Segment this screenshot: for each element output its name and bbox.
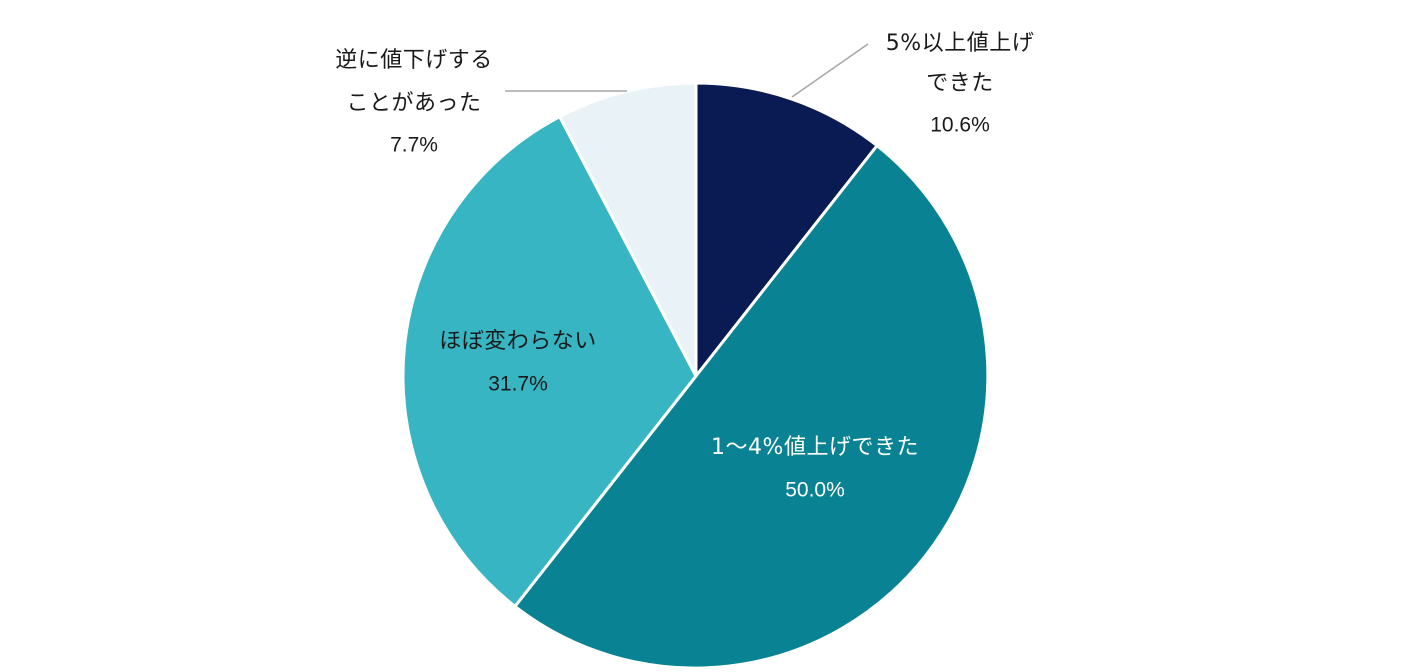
slice-label-1-line-1: 5%以上値上げ (886, 31, 1034, 56)
slice-value-4: 7.7% (390, 134, 438, 157)
slice-label-3-line-1: ほぼ変わらない (439, 329, 597, 354)
slice-value-1: 10.6% (930, 114, 990, 137)
slice-label-4-line-1: 逆に値下げする (335, 48, 493, 73)
pie-slice-2 (513, 144, 990, 670)
pie-slices (401, 81, 990, 670)
slice-label-4-line-2: ことがあった (346, 91, 481, 116)
leader-lines (505, 43, 869, 98)
slice-value-3: 31.7% (488, 373, 548, 396)
leader-line-1 (791, 43, 869, 98)
slice-label-2-line-1: 1〜4%値上げできた (711, 435, 919, 460)
slice-value-2: 50.0% (785, 479, 845, 502)
slice-label-1-line-2: できた (926, 71, 994, 96)
pie-slice-1 (694, 81, 879, 378)
